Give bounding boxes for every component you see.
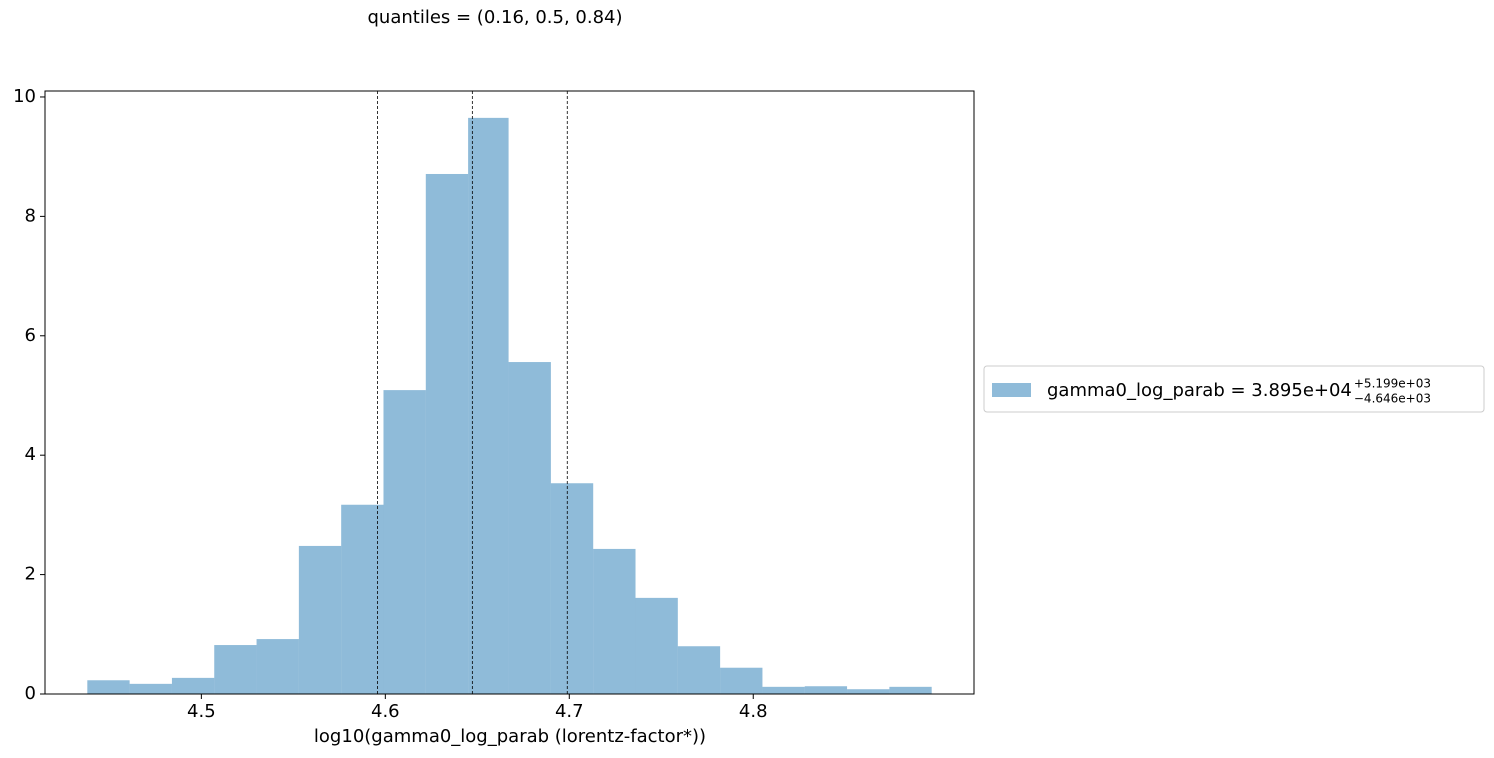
- x-tick-label: 4.7: [555, 701, 584, 722]
- bar: [720, 667, 763, 694]
- bar: [341, 504, 384, 694]
- x-tick-label: 4.5: [187, 701, 216, 722]
- bar: [383, 390, 426, 694]
- bar: [804, 686, 848, 694]
- bar: [129, 683, 172, 694]
- bar: [425, 173, 469, 694]
- plot-frame: [44, 90, 975, 695]
- y-tick-label: 4: [25, 444, 36, 465]
- legend-box: [983, 365, 1485, 413]
- y-tick-label: 8: [25, 205, 36, 226]
- x-tick-label: 4.6: [371, 701, 400, 722]
- x-axis-label: log10(gamma0_log_parab (lorentz-factor*)…: [314, 726, 706, 747]
- x-tick-label: 4.8: [739, 701, 768, 722]
- bar: [468, 117, 509, 694]
- bar: [87, 680, 130, 694]
- y-tick-label: 0: [25, 683, 36, 704]
- bar: [889, 686, 932, 694]
- bar: [635, 597, 678, 694]
- bar: [298, 545, 342, 694]
- bar: [508, 362, 551, 694]
- legend-upper: +5.199e+03: [1354, 377, 1431, 391]
- bar: [214, 645, 257, 694]
- bar: [847, 689, 890, 694]
- legend-label: gamma0_log_parab = 3.895e+04: [1047, 380, 1352, 401]
- legend-lower: −4.646e+03: [1354, 392, 1431, 406]
- y-tick-label: 10: [13, 86, 36, 107]
- legend-swatch: [992, 383, 1031, 397]
- bar: [762, 686, 805, 694]
- bar: [677, 646, 721, 694]
- bar: [593, 548, 636, 694]
- y-tick-label: 6: [25, 325, 36, 346]
- bar: [171, 677, 215, 694]
- bar: [550, 483, 594, 694]
- bar: [256, 639, 299, 694]
- chart-title: quantiles = (0.16, 0.5, 0.84): [367, 7, 622, 28]
- y-tick-label: 2: [25, 564, 36, 585]
